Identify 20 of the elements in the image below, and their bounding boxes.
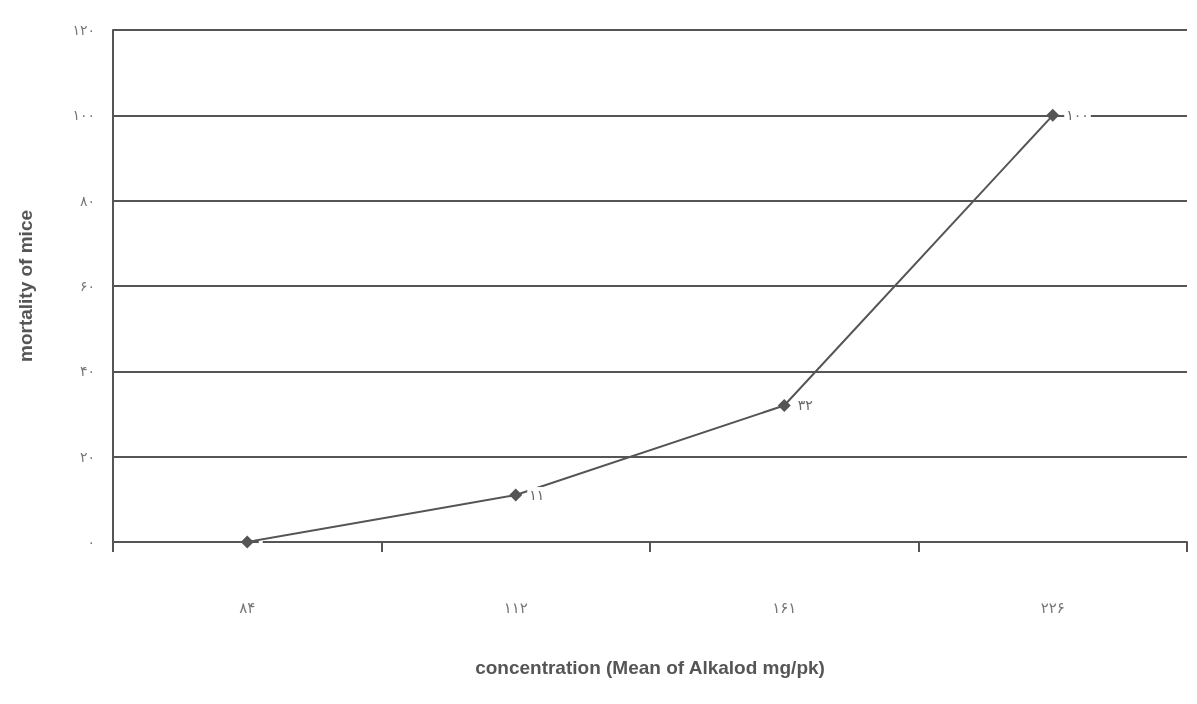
y-axis-title: mortality of mice [15,209,36,363]
point [777,398,791,412]
y-tick-label: ۱۰۰ [72,107,95,124]
y-tick-label: ۸۰ [79,192,95,209]
data-label: ۳۲ [797,397,813,414]
x-axis-title: concentration (Mean of Alkalod mg/pk) [475,657,825,678]
x-tick-label: ۱۶۱ [772,598,797,617]
y-tick-label: ۰ [87,534,95,550]
point [1046,108,1060,122]
x-tick-label: ۲۲۶ [1040,598,1065,617]
point [509,488,523,502]
point [240,535,254,549]
x-tick-label: ۸۴ [239,598,256,617]
data-label: ۱۱ [529,487,545,504]
y-tick-label: ۱۲۰ [72,22,95,38]
y-tick-label: ۶۰ [79,278,95,294]
y-tick-label: ۲۰ [79,448,95,465]
data-label: ۱۰۰ [1066,107,1089,124]
y-tick-label: ۴۰ [79,363,95,380]
x-tick-label: ۱۱۲ [503,598,528,617]
